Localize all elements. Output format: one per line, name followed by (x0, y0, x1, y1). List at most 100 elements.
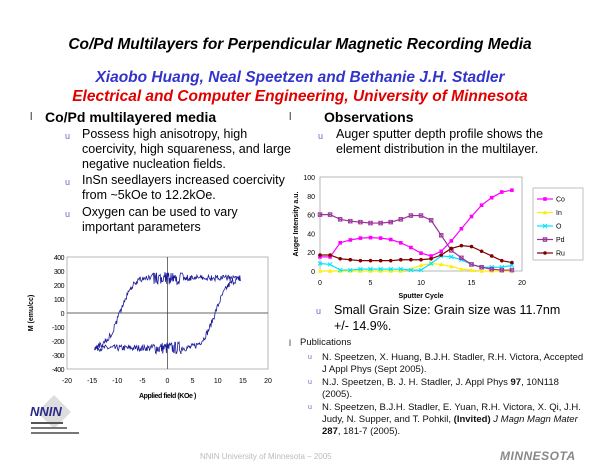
data-point (459, 266, 464, 271)
series-o (317, 253, 515, 273)
y-axis-label: Auger Intensity a.u. (293, 191, 300, 256)
y-tick-label: 20 (307, 250, 315, 257)
data-point (499, 267, 505, 273)
data-point (489, 267, 494, 272)
data-point (469, 262, 474, 267)
y-tick-label: -400 (52, 367, 65, 374)
data-point (388, 219, 393, 225)
data-point (388, 237, 393, 242)
data-point (348, 238, 353, 242)
slide-title: Co/Pd Multilayers for Perpendicular Magn… (68, 36, 532, 53)
data-point (337, 267, 343, 273)
data-point (337, 217, 343, 222)
left-bullet-3: Oxygen can be used to vary important par… (82, 205, 238, 234)
left-bullet-2: InSn seedlayers increased coercivity fro… (82, 173, 285, 202)
data-point (317, 212, 323, 217)
bullet-icon: u (65, 177, 71, 187)
data-point (469, 267, 474, 272)
data-point (409, 245, 413, 250)
data-point (479, 249, 484, 254)
data-point (408, 213, 414, 218)
x-axis-label: Sputter Cycle (398, 293, 443, 300)
pub-volume: 287 (322, 426, 338, 437)
x-tick-label: -15 (87, 378, 97, 385)
data-point (479, 265, 484, 270)
data-point (378, 221, 383, 226)
x-axis-label: Applied field (KOe ) (139, 393, 196, 400)
data-point (328, 255, 332, 259)
data-point (439, 233, 444, 238)
data-point (542, 210, 548, 215)
data-point (368, 266, 373, 272)
series-ru (318, 243, 514, 265)
data-point (348, 219, 353, 224)
data-point (459, 243, 464, 248)
data-point (348, 218, 353, 224)
data-point (479, 268, 484, 273)
affiliation: Electrical and Computer Engineering, Uni… (72, 88, 528, 105)
data-point (317, 212, 323, 217)
data-point (378, 236, 383, 240)
minnesota-logo: MINNESOTA (500, 449, 576, 463)
data-point (542, 237, 548, 242)
legend-label: Co (556, 197, 565, 204)
data-point (398, 217, 403, 222)
data-point (317, 268, 323, 273)
publication-3: N. Speetzen, B.J.H. Stadler, E. Yuan, R.… (322, 402, 587, 438)
data-point (419, 251, 423, 255)
y-tick-label: -300 (52, 353, 65, 360)
data-point (328, 253, 332, 257)
publication-2: N.J. Speetzen, B. J. H. Stadler, J. Appl… (322, 377, 587, 401)
auger-chart: 0 20 40 60 80 100 0 5 10 15 20 Sputter Cycle Auger I… (293, 175, 584, 300)
x-tick-label: -20 (62, 378, 72, 385)
data-point (479, 264, 484, 270)
right-bullet-2: Small Grain Size: Grain size was 11.7nm … (334, 303, 561, 333)
data-point (469, 244, 474, 249)
data-point (542, 223, 548, 229)
y-tick-label: -100 (52, 325, 65, 332)
data-point (542, 237, 548, 242)
data-point (318, 255, 322, 259)
data-point (418, 267, 424, 273)
data-point (500, 258, 504, 263)
data-point (489, 254, 494, 258)
data-point (449, 264, 454, 269)
data-point (509, 263, 515, 268)
x-tick-label: -5 (139, 378, 145, 385)
data-point (398, 268, 403, 273)
data-point (499, 268, 504, 273)
data-point (368, 235, 373, 240)
x-tick-label: 0 (166, 378, 170, 385)
legend-label: Ru (556, 251, 565, 258)
data-point (509, 267, 515, 273)
pub-journal: J Magn Magn Mater (490, 414, 578, 425)
data-point (439, 262, 444, 267)
data-point (388, 220, 393, 225)
series-co (318, 188, 514, 259)
data-point (327, 268, 333, 273)
data-point (398, 266, 404, 272)
bullet-icon: u (65, 131, 71, 141)
data-point (459, 255, 464, 260)
data-point (378, 258, 383, 263)
footer-text: NNIN University of Minnesota – 2005 (200, 452, 332, 461)
data-point (428, 217, 434, 223)
right-bullet-1: Auger sputter depth profile shows the el… (336, 127, 544, 156)
data-point (510, 188, 514, 192)
data-point (429, 254, 433, 258)
legend-label: Pd (556, 237, 565, 244)
data-point (418, 263, 424, 268)
data-point (338, 241, 342, 245)
data-point (408, 213, 413, 218)
data-point (327, 212, 333, 217)
bullet-icon: l (30, 111, 33, 123)
y-tick-label: 200 (54, 283, 65, 290)
x-tick-label: 10 (417, 280, 425, 287)
data-point (348, 257, 353, 262)
data-point (328, 212, 333, 217)
data-point (409, 257, 413, 262)
y-tick-label: 0 (61, 311, 65, 318)
publication-1: N. Speetzen, X. Huang, B.J.H. Stadler, R… (322, 352, 584, 375)
data-point (368, 220, 373, 226)
